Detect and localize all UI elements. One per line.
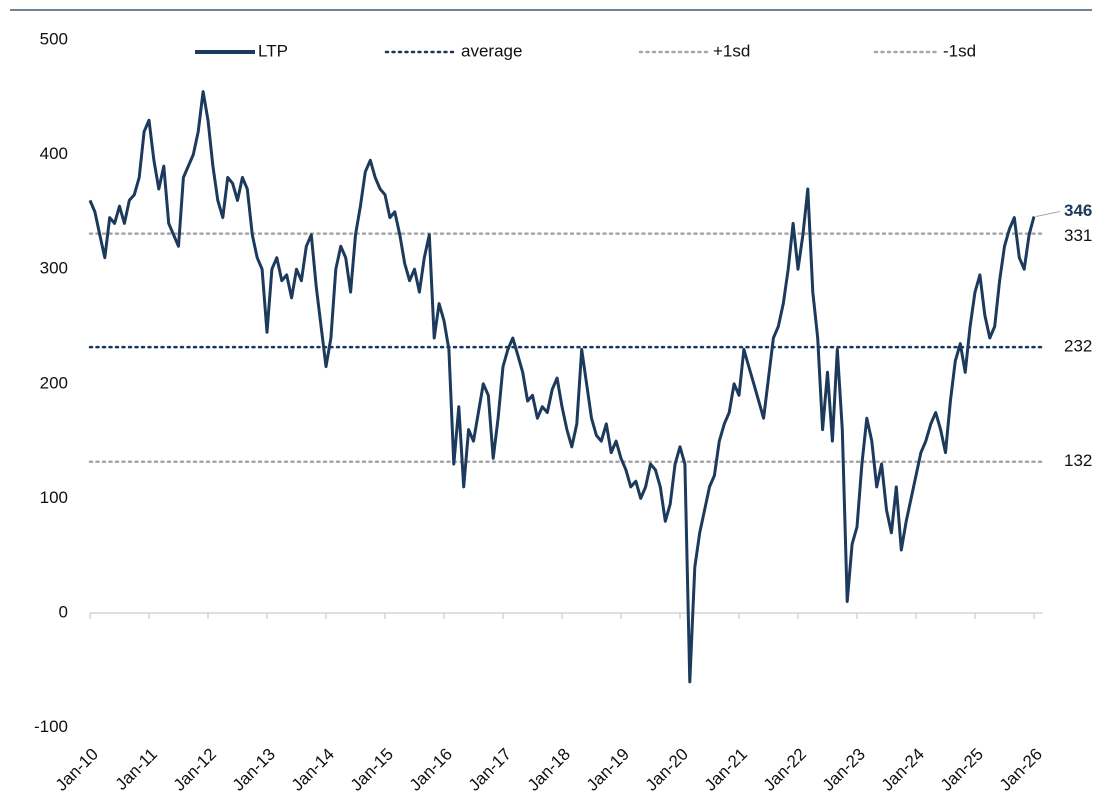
x-tick-label: Jan-23 bbox=[819, 745, 869, 795]
y-tick-label: 0 bbox=[59, 602, 68, 621]
x-tick-label: Jan-18 bbox=[524, 745, 574, 795]
ltp-line bbox=[88, 90, 1036, 684]
legend-label: +1sd bbox=[713, 41, 750, 60]
x-tick-label: Jan-15 bbox=[347, 745, 397, 795]
y-tick-label: -100 bbox=[34, 717, 68, 736]
x-tick-label: Jan-10 bbox=[52, 745, 102, 795]
x-tick-label: Jan-22 bbox=[760, 745, 810, 795]
y-tick-label: 300 bbox=[40, 259, 68, 278]
legend-label: LTP bbox=[258, 41, 288, 60]
x-tick-label: Jan-17 bbox=[465, 745, 515, 795]
x-tick-label: Jan-20 bbox=[642, 745, 692, 795]
x-tick-label: Jan-21 bbox=[701, 745, 751, 795]
reference-label: 132 bbox=[1064, 451, 1092, 470]
x-tick-label: Jan-25 bbox=[937, 745, 987, 795]
legend-label: average bbox=[461, 41, 522, 60]
reference-label: 232 bbox=[1064, 337, 1092, 356]
x-tick-label: Jan-24 bbox=[878, 745, 928, 795]
x-tick-label: Jan-12 bbox=[170, 745, 220, 795]
x-tick-label: Jan-13 bbox=[229, 745, 279, 795]
x-tick-label: Jan-26 bbox=[996, 745, 1046, 795]
y-tick-label: 100 bbox=[40, 488, 68, 507]
y-tick-label: 500 bbox=[40, 29, 68, 48]
reference-label: 331 bbox=[1064, 226, 1092, 245]
legend-label: -1sd bbox=[943, 41, 976, 60]
y-tick-label: 400 bbox=[40, 144, 68, 163]
x-tick-label: Jan-11 bbox=[112, 745, 161, 794]
last-value-label: 346 bbox=[1064, 201, 1092, 220]
y-tick-label: 200 bbox=[40, 373, 68, 392]
x-tick-label: Jan-19 bbox=[583, 745, 633, 795]
x-tick-label: Jan-16 bbox=[406, 745, 456, 795]
x-tick-label: Jan-14 bbox=[288, 745, 338, 795]
leader-line bbox=[1035, 210, 1061, 217]
